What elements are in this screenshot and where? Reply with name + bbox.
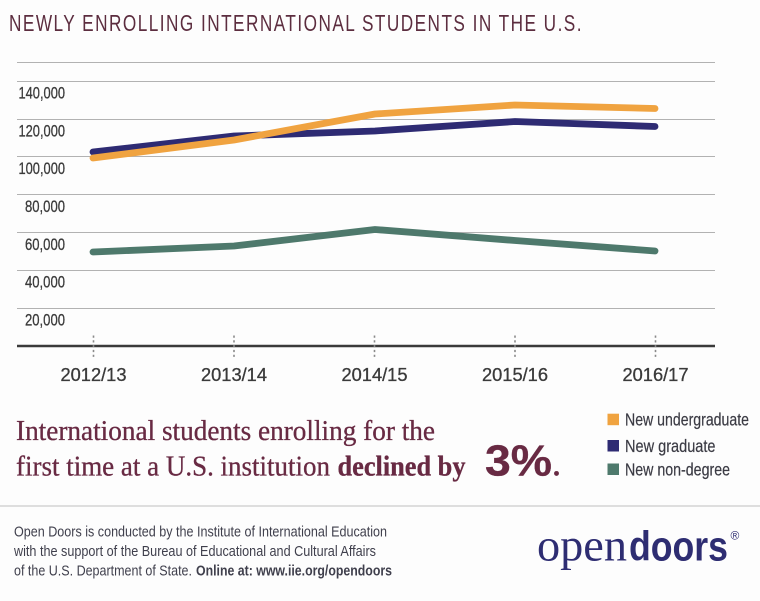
svg-text:New non-degree: New non-degree [625, 459, 730, 479]
svg-text:2013/14: 2013/14 [201, 365, 267, 385]
svg-text:100,000: 100,000 [19, 159, 66, 178]
svg-text:2015/16: 2015/16 [482, 365, 548, 385]
svg-text:80,000: 80,000 [25, 197, 65, 216]
svg-text:Online at: www.iie.org/opendoo: Online at: www.iie.org/opendoors [196, 563, 392, 580]
svg-text:120,000: 120,000 [19, 121, 66, 140]
svg-text:2016/17: 2016/17 [623, 365, 689, 385]
svg-text:with the support of the Bureau: with the support of the Bureau of Educat… [13, 543, 376, 560]
svg-text:40,000: 40,000 [25, 273, 65, 292]
svg-text:NEWLY ENROLLING INTERNATIONAL: NEWLY ENROLLING INTERNATIONAL STUDENTS I… [9, 10, 583, 36]
svg-text:3%: 3% [485, 437, 552, 486]
svg-text:®: ® [731, 529, 740, 543]
svg-text:declined by: declined by [338, 452, 466, 483]
svg-text:first time at a U.S. instituti: first time at a U.S. institution [16, 452, 330, 483]
svg-text:doors: doors [629, 523, 728, 570]
svg-text:New undergraduate: New undergraduate [625, 410, 749, 430]
svg-text:International students enrolli: International students enrolling for the [16, 416, 435, 447]
svg-text:2014/15: 2014/15 [342, 365, 408, 385]
svg-text:New graduate: New graduate [625, 436, 716, 456]
svg-text:of the U.S. Department of Stat: of the U.S. Department of State. [14, 563, 192, 580]
svg-text:.: . [553, 452, 560, 483]
svg-text:Open Doors is conducted by the: Open Doors is conducted by the Institute… [14, 524, 387, 541]
svg-text:2012/13: 2012/13 [61, 365, 127, 385]
svg-text:140,000: 140,000 [19, 84, 66, 103]
svg-text:60,000: 60,000 [25, 235, 65, 254]
svg-text:open: open [537, 520, 627, 571]
svg-text:20,000: 20,000 [25, 311, 65, 330]
